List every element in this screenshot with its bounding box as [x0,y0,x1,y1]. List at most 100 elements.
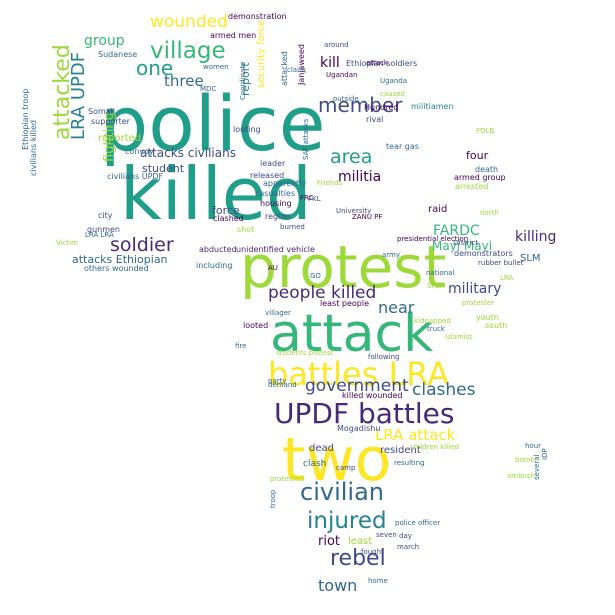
cloud-word: claim [287,66,306,74]
cloud-word: clashed [213,214,244,223]
cloud-word: civilians killed [29,119,38,176]
cloud-word: kill [320,55,340,71]
cloud-word: demand [268,381,297,389]
cloud-word: shot [237,225,255,234]
cloud-word: party [268,377,287,385]
cloud-word: Janjaweed [297,44,306,85]
cloud-word: others wounded [84,264,149,273]
cloud-word: riot [318,534,341,549]
cloud-word: member [318,93,403,117]
cloud-word: FOLB [476,127,495,135]
cloud-word: Coordinate [239,61,247,100]
cloud-word: GO [310,272,321,280]
cloud-word: protest [240,233,447,301]
cloud-word: IDP [541,448,549,460]
cloud-word: clash [303,459,327,469]
cloud-word: two [282,425,392,495]
cloud-word: wounded [150,12,228,32]
cloud-word: military [448,281,502,297]
cloud-word: tear gas [386,142,419,151]
cloud-word: student [142,162,185,175]
cloud-word: demonstrators [454,249,513,258]
cloud-word: armed men [210,31,257,40]
cloud-word: death [475,165,499,174]
cloud-word: Hundred [364,103,399,112]
cloud-word: looted [243,321,269,330]
cloud-word: Victim [56,239,78,247]
cloud-word: unidentified vehicle [236,245,315,254]
cloud-word: protested [270,475,304,483]
cloud-word: FRC [300,194,314,202]
cloud-word: FKL [308,195,321,203]
cloud-word: SPLA [427,282,445,290]
cloud-word: city [98,211,113,220]
cloud-word: looting [233,125,261,134]
cloud-word: killed wounded [342,391,403,400]
cloud-word: Mayi Mayi [432,239,493,253]
cloud-word: armed group [454,173,506,182]
cloud-word: AU [268,264,278,272]
cloud-word: SLM [520,253,541,264]
cloud-word: ZANU PF [352,213,383,221]
cloud-word: militiamen [411,102,454,111]
cloud-word: camp [336,464,356,472]
cloud-word: students protest [276,349,334,357]
cloud-word: north [480,209,499,217]
cloud-word: Islamist [445,333,473,341]
cloud-word: march [397,543,420,551]
cloud-word: police officer [395,519,441,527]
cloud-word: LRA [500,274,514,282]
cloud-word: Ethiopian troop [21,88,30,150]
cloud-word: raid [428,204,448,215]
cloud-word: casualties [255,189,296,198]
cloud-word: police [100,79,326,168]
cloud-word: Uganda [380,77,408,85]
cloud-word: rival [366,115,384,124]
cloud-word: four [466,149,489,162]
cloud-word: reported [98,133,142,144]
cloud-word: government [305,376,409,396]
cloud-word: one [136,56,174,80]
cloud-word: outside [333,95,359,103]
cloud-word: troop [269,489,277,508]
cloud-word: University [336,207,372,215]
cloud-word: women [203,63,229,71]
cloud-word: seven [376,531,397,539]
cloud-word: security force [256,19,267,88]
cloud-word: region [265,212,291,221]
cloud-word: MDC [200,85,217,93]
cloud-word: killed [120,152,312,236]
cloud-word: fought [361,548,384,556]
cloud-word: convoy [125,147,154,156]
cloud-word: released [250,171,285,180]
cloud-word: village [150,38,226,64]
cloud-word: rubber bullet [478,259,524,267]
cloud-word: demonstration [228,12,287,21]
cloud-word: attack [366,59,388,67]
cloud-word: militia [338,169,382,185]
cloud-word: bomb [515,456,535,464]
cloud-word: army [382,251,401,259]
cloud-word: clashes [412,380,476,400]
cloud-word: near [378,298,415,317]
cloud-word: day [399,532,412,540]
cloud-word: following [368,353,400,361]
cloud-word: force [212,204,240,217]
cloud-word: killing [515,229,557,245]
cloud-word: LRA UPDF [68,51,89,140]
cloud-word: children killed [410,443,459,451]
cloud-word: kidnapped [414,317,451,325]
cloud-word: attacks Ethiopian [72,253,168,266]
cloud-word: villager [265,309,291,317]
cloud-word: Sudanese [98,50,138,59]
cloud-word: resident [380,445,421,456]
cloud-word: injured [307,508,387,534]
cloud-word: town [318,576,358,595]
cloud-word: FARDC [433,223,480,239]
cloud-word: south [485,321,508,330]
cloud-word: dead [309,443,334,454]
cloud-word: least [348,536,373,547]
cloud-word: rebel [330,546,386,571]
cloud-word: least people [320,299,370,308]
